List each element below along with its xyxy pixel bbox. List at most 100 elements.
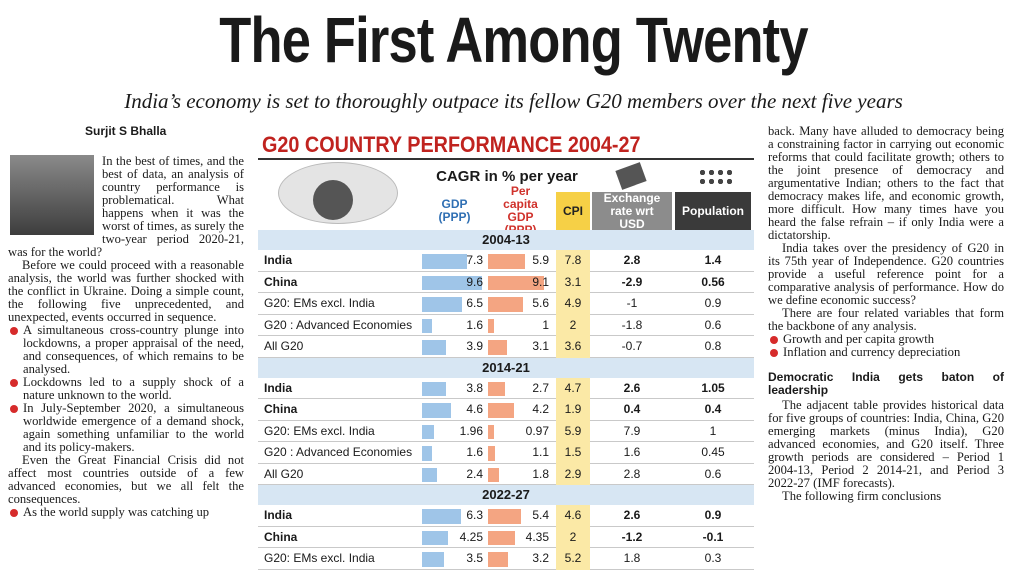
right-column: back. Many have alluded to democracy bei… — [768, 125, 1004, 503]
cell-value: 7.9 — [623, 423, 641, 438]
cell-value: 4.7 — [556, 377, 590, 399]
paragraph: The adjacent table provides historical d… — [768, 398, 1004, 490]
section-heading: Democratic India gets baton of leadershi… — [768, 370, 1004, 397]
cell-value: 6.3 — [466, 508, 483, 522]
row-name: All G20 — [264, 339, 304, 353]
cell-value: -1.2 — [621, 529, 643, 544]
headline: The First Among Twenty — [219, 4, 808, 76]
gdp-bar — [422, 509, 462, 524]
cell-value: 5.9 — [556, 420, 590, 442]
gdp-bar — [422, 467, 437, 482]
column-header: CPI — [556, 192, 590, 230]
gdp-bar — [422, 381, 446, 396]
cell-value: 1.1 — [532, 445, 549, 459]
cell-value: 0.6 — [704, 466, 722, 481]
per-capita-bar — [488, 275, 545, 290]
cell-value: 0.6 — [704, 317, 722, 332]
bullet-list: Growth and per capita growth Inflation a… — [768, 333, 1004, 359]
bullet: In July-September 2020, a simultaneous w… — [8, 402, 244, 454]
performance-table: G20 COUNTRY PERFORMANCE 2004-27 CAGR in %… — [258, 128, 754, 576]
gdp-bar — [422, 424, 435, 439]
bullet: As the world supply was catching up — [8, 506, 244, 519]
row-line — [258, 419, 754, 421]
paragraph: back. Many have alluded to democracy bei… — [768, 124, 1004, 242]
cell-value: 6.5 — [466, 296, 483, 310]
row-line — [258, 292, 754, 293]
gdp-bar — [422, 254, 468, 269]
left-column: In the best of times, and the best of da… — [8, 155, 244, 519]
gdp-bar — [422, 318, 432, 333]
cell-value: 2.9 — [556, 463, 590, 485]
paragraph: Even the Great Financial Crisis did not … — [8, 453, 244, 506]
row-line — [258, 335, 754, 336]
subheadline: India’s economy is set to thoroughly out… — [124, 89, 903, 113]
cell-value: 0.97 — [525, 423, 549, 438]
paragraph: The following firm conclusions — [782, 489, 942, 503]
cell-value: 1.5 — [556, 442, 590, 464]
period-row: 2014-21 — [258, 357, 754, 378]
cell-value: -1.8 — [621, 317, 643, 332]
cell-value: 1 — [709, 423, 717, 438]
cell-value: 2.6 — [623, 508, 641, 522]
cell-value: 3.2 — [532, 551, 549, 565]
period-row: 2022-27 — [258, 485, 754, 505]
column-header: Exchange rate wrt USD — [592, 191, 672, 230]
column-header: Population — [675, 192, 751, 230]
cell-value: 1.9 — [556, 399, 590, 421]
row-line — [258, 547, 754, 548]
row-name: G20 : Advanced Economies — [264, 317, 413, 332]
cell-value: 1.8 — [623, 551, 641, 565]
bullet-list: As the world supply was catching up — [8, 506, 244, 519]
cell-value: 1.4 — [704, 253, 722, 267]
cell-value: -0.1 — [702, 529, 724, 544]
cell-value: 1.6 — [466, 445, 483, 459]
cell-value: 9.6 — [466, 274, 483, 289]
cell-value: 4.9 — [556, 293, 590, 315]
cell-value: 0.56 — [701, 274, 725, 289]
cell-value: 2.8 — [623, 466, 641, 481]
period-row: 2004-13 — [258, 230, 754, 250]
gdp-bar — [422, 340, 447, 355]
row-name: G20: EMs excl. India — [264, 551, 375, 565]
row-name: G20: EMs excl. India — [264, 296, 375, 310]
per-capita-bar — [488, 381, 505, 396]
cell-value: 3.8 — [466, 380, 483, 395]
bullet: A simultaneous cross-country plunge into… — [8, 324, 244, 376]
per-capita-bar — [488, 552, 508, 567]
row-name: China — [264, 402, 298, 416]
cell-value: 7.8 — [556, 250, 590, 272]
row-name: India — [264, 253, 293, 267]
per-capita-bar — [488, 467, 500, 482]
cell-value: 2 — [556, 314, 590, 336]
cell-value: 4.2 — [532, 402, 549, 416]
gdp-bar — [422, 297, 463, 312]
paragraph: In the best of times, and the best of da… — [8, 154, 244, 259]
row-name: All G20 — [264, 466, 304, 481]
cell-value: 4.25 — [459, 529, 483, 544]
row-line — [258, 525, 754, 527]
row-name: China — [264, 274, 298, 289]
cell-value: 0.8 — [704, 339, 722, 353]
cell-value: 2 — [556, 526, 590, 548]
gdp-bar — [422, 403, 451, 418]
icon — [615, 162, 647, 190]
cell-value: 2.4 — [466, 466, 483, 481]
per-capita-bar — [488, 509, 522, 524]
cell-value: 4.6 — [556, 505, 590, 527]
table-subtitle: CAGR in % per year — [436, 168, 578, 185]
cell-value: 4.6 — [466, 402, 483, 416]
cell-value: 3.9 — [466, 339, 483, 353]
cell-value: -2.9 — [621, 274, 643, 289]
row-name: G20 : Advanced Economies — [264, 445, 413, 459]
paragraph: India takes over the presidency of G20 i… — [768, 241, 1004, 307]
cell-value: 5.4 — [532, 508, 549, 522]
rule — [258, 158, 754, 160]
per-capita-bar — [488, 403, 515, 418]
row-line — [258, 270, 754, 272]
per-capita-bar — [488, 424, 494, 439]
gdp-bar — [422, 530, 449, 545]
row-line — [258, 568, 754, 570]
column-header: GDP (PPP) — [422, 192, 487, 230]
cell-value: 0.4 — [704, 402, 722, 416]
per-capita-bar — [488, 318, 495, 333]
